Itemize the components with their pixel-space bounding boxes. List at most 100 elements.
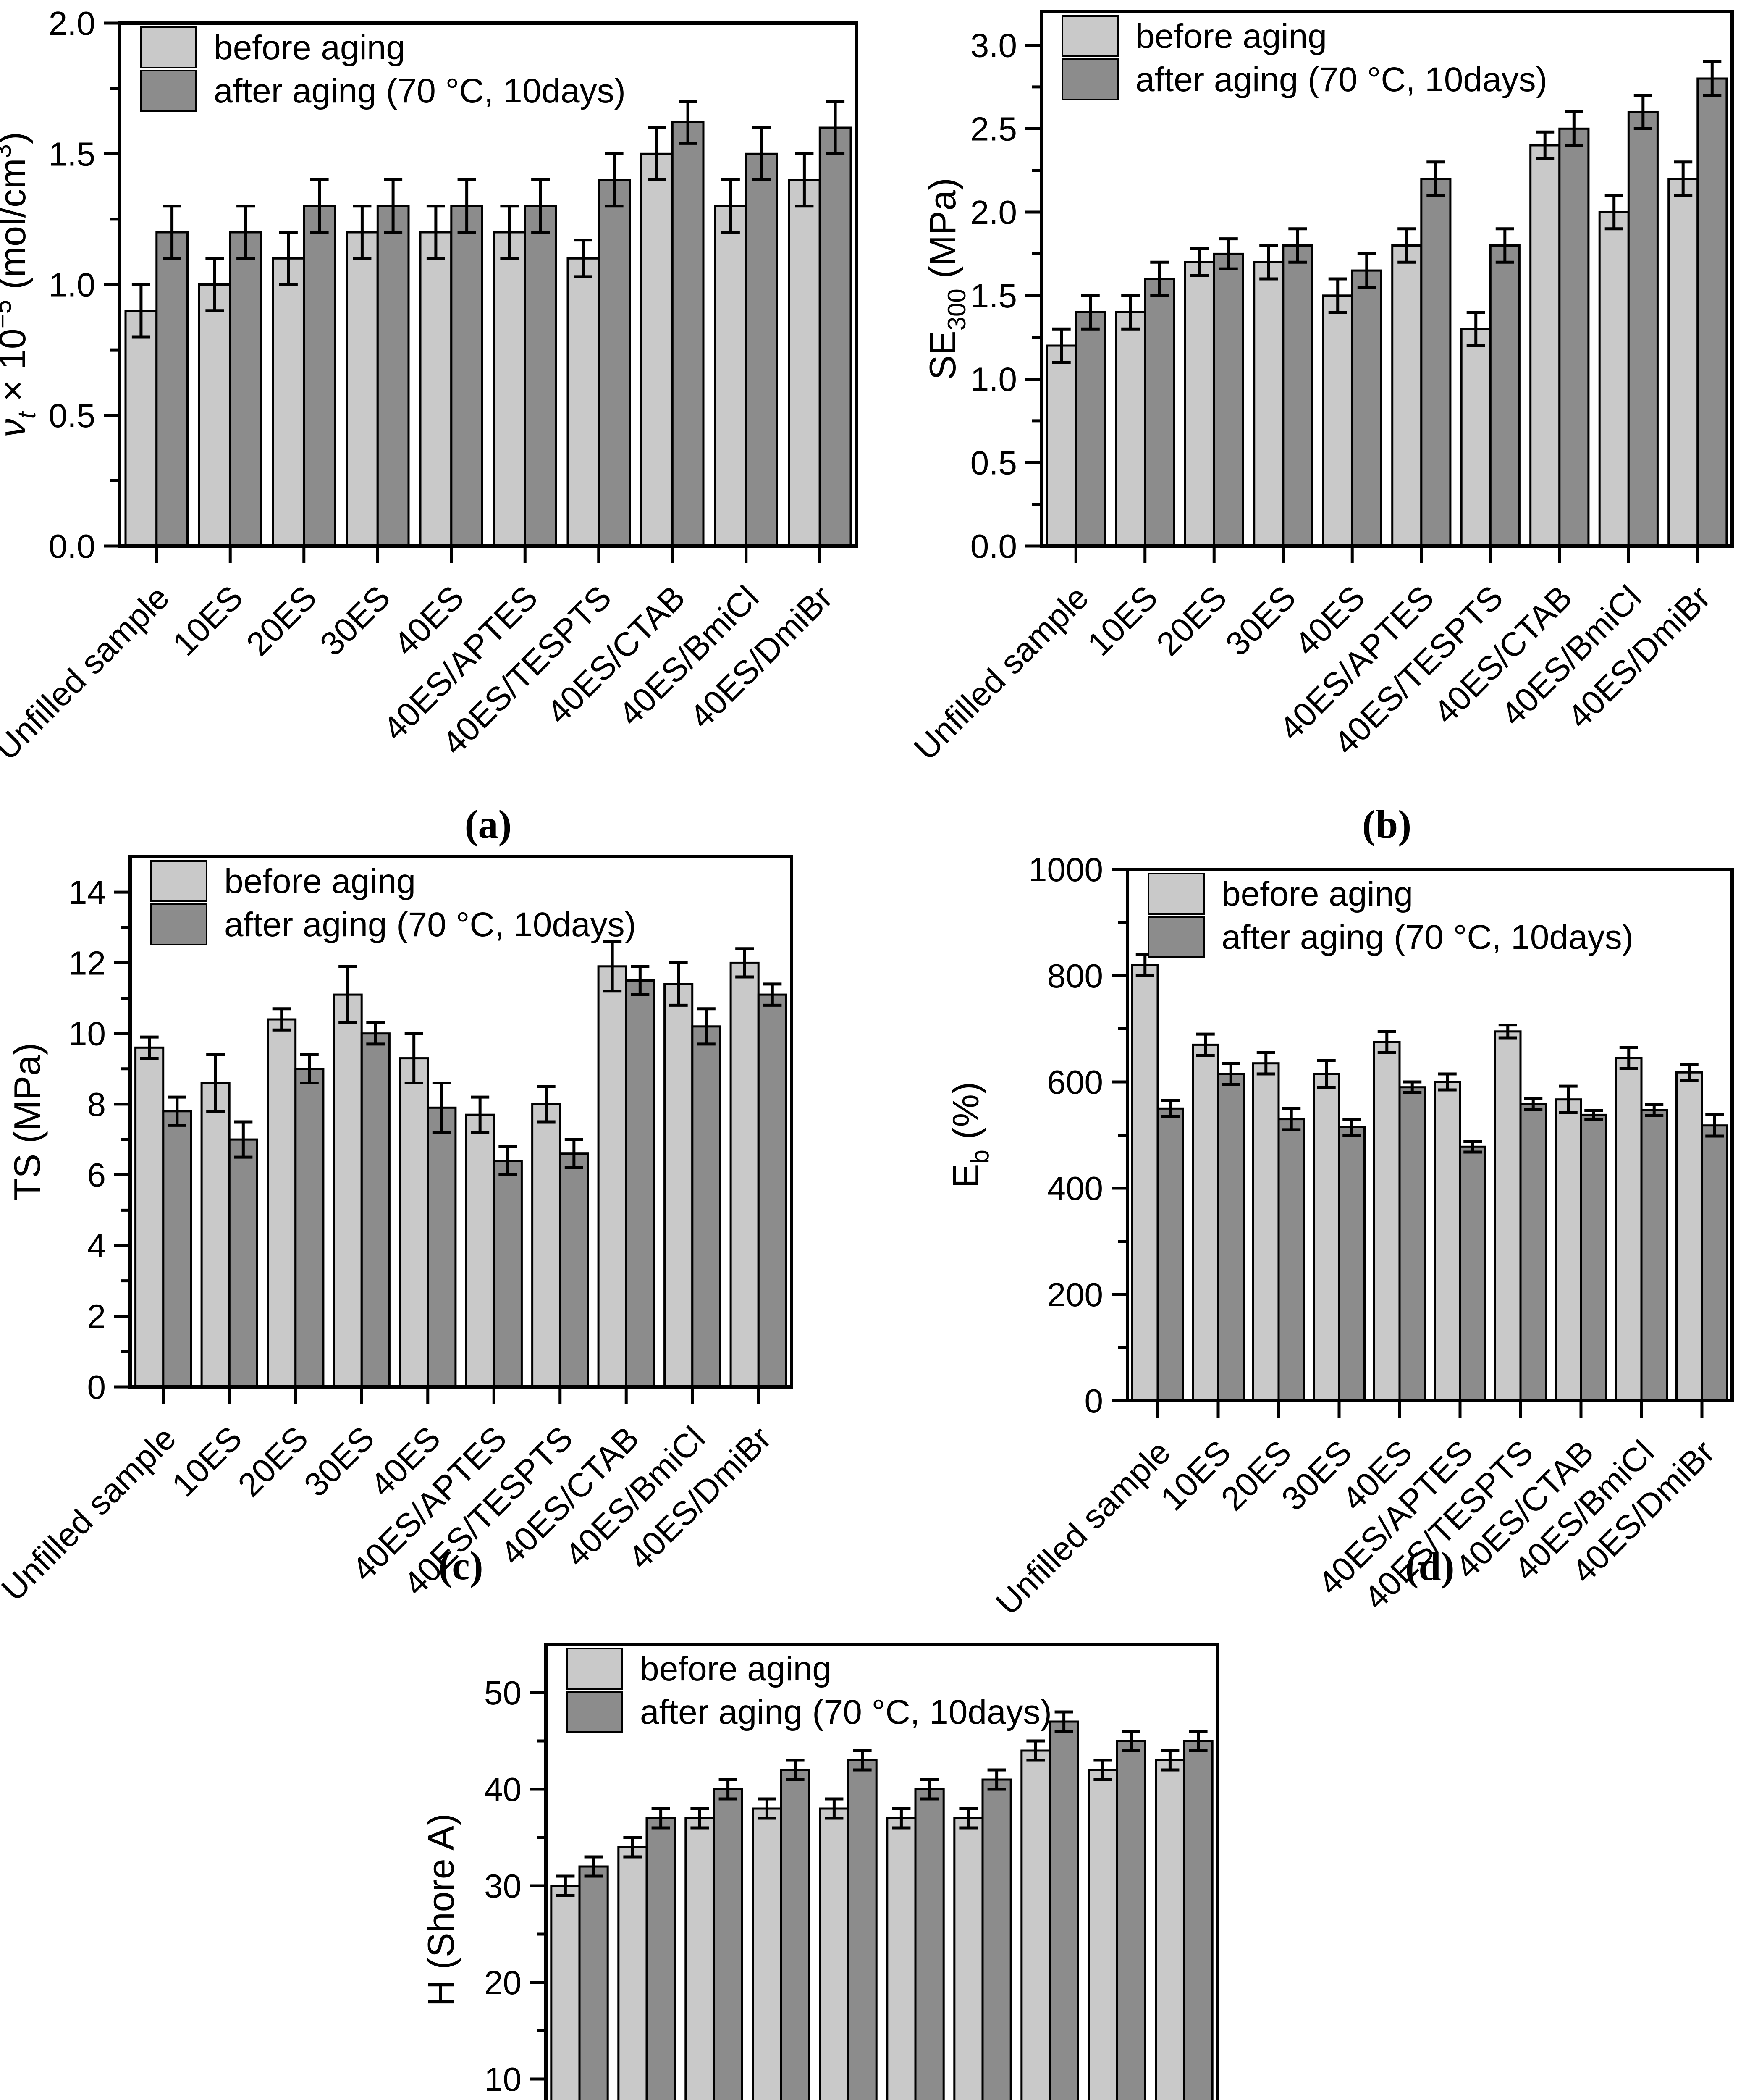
bar-after-30ES — [360, 1032, 391, 1388]
y-tick-label: 6 — [87, 1156, 106, 1194]
y-tick-label: 800 — [1047, 957, 1103, 995]
plot-area-c — [128, 855, 793, 1389]
legend-a: before aging after aging (70 °C, 10days) — [140, 26, 626, 112]
legend-b: before aging after aging (70 °C, 10days) — [1062, 15, 1547, 100]
y-tick-label: 1.5 — [49, 135, 95, 173]
error-bar-after-40ES/TESPTS — [564, 1138, 583, 1169]
y-tick-label: 4 — [87, 1227, 106, 1264]
chart-d: 0 200 400 600 800 1000 Unfilled sample10ES20ES… — [945, 851, 1734, 1622]
error-bar-before-40ES/APTES — [500, 205, 519, 260]
error-bar-before-20ES — [279, 231, 298, 286]
legend-swatch-after — [1148, 916, 1205, 958]
y-tick-label: 10 — [68, 1015, 106, 1053]
bar-before-10ES — [1115, 311, 1146, 547]
bar-before-30ES — [1313, 1073, 1340, 1402]
bar-before-40ES — [1373, 1041, 1401, 1402]
error-bar-after-40ES/APTES — [531, 178, 550, 234]
error-bar-after-Unfilled sample — [163, 205, 181, 260]
y-tick-label: 0.0 — [49, 528, 95, 565]
error-bar-after-40ES/CTAB — [631, 965, 650, 996]
bar-before-30ES — [1253, 261, 1285, 547]
bar-after-20ES — [713, 1788, 743, 2100]
error-bar-after-40ES/CTAB — [1584, 1109, 1603, 1121]
legend-label-after: after aging (70 °C, 10days) — [214, 72, 626, 110]
legend-swatch-before — [1062, 15, 1119, 57]
error-bar-after-40ES/DmiBr — [763, 982, 782, 1007]
legend-label-before: before aging — [214, 29, 405, 67]
legend-label-before: before aging — [1135, 17, 1327, 55]
bar-after-30ES — [1282, 244, 1313, 547]
bar-after-40ES/TESPTS — [559, 1152, 589, 1388]
plot-area-e — [544, 1643, 1219, 2100]
bar-after-Unfilled sample — [162, 1110, 192, 1388]
legend-e: before aging after aging (70 °C, 10days) — [566, 1648, 1052, 1733]
error-bar-before-Unfilled sample — [556, 1874, 575, 1897]
legend-swatch-after — [566, 1691, 623, 1733]
error-bar-before-40ES/CTAB — [1536, 130, 1555, 160]
error-bar-after-40ES/APTES — [498, 1145, 517, 1176]
error-bar-after-20ES — [300, 1053, 319, 1084]
bar-before-40ES/DmiBr — [729, 961, 760, 1388]
y-tick-label: 0.5 — [970, 444, 1017, 481]
y-axis-title-a: νt × 10−5 (mol/cm3) — [0, 132, 41, 437]
error-bar-before-20ES — [690, 1807, 709, 1830]
bar-after-40ES/BmiCl — [1627, 111, 1659, 547]
error-bar-after-40ES/DmiBr — [1703, 60, 1722, 97]
bar-before-10ES — [200, 1082, 231, 1388]
error-bar-after-40ES — [853, 1749, 872, 1772]
y-tick-label: 0 — [1085, 1382, 1104, 1420]
bar-before-40ES — [399, 1057, 429, 1388]
bar-before-40ES/APTES — [1391, 244, 1423, 547]
bar-before-40ES/DmiBr — [1675, 1071, 1703, 1402]
bar-before-10ES — [617, 1846, 648, 2100]
error-bar-after-40ES — [432, 1081, 451, 1134]
legend-swatch-after — [1062, 58, 1119, 100]
y-tick-label: 2.0 — [49, 5, 95, 42]
error-bar-before-40ES/BmiCl — [669, 961, 688, 1007]
bar-after-Unfilled sample — [155, 231, 189, 547]
x-tick-label-Unfilled sample: Unfilled sample — [988, 1433, 1177, 1622]
bar-after-20ES — [1213, 252, 1244, 547]
bar-after-40ES/CTAB — [625, 979, 655, 1388]
bar-after-40ES/APTES — [1459, 1145, 1486, 1402]
bar-before-40ES/CTAB — [1529, 144, 1561, 547]
bar-after-40ES/DmiBr — [757, 993, 787, 1388]
y-tick-label: 0 — [87, 1368, 106, 1406]
x-tick-label-20ES: 20ES — [1149, 578, 1234, 663]
error-bar-after-10ES — [1150, 260, 1169, 297]
error-bar-before-40ES/BmiCl — [721, 178, 740, 234]
y-axis-title-c: TS (MPa) — [6, 1043, 48, 1201]
error-bar-after-30ES — [384, 178, 403, 234]
bar-after-40ES/BmiCl — [745, 152, 779, 547]
error-bar-after-20ES — [718, 1778, 737, 1801]
bar-after-40ES/BmiCl — [691, 1025, 721, 1388]
bar-after-40ES/DmiBr — [1696, 77, 1728, 547]
y-tick-label: 2.0 — [970, 194, 1017, 231]
error-bar-before-20ES — [272, 1007, 291, 1032]
y-tick-label: 14 — [68, 874, 106, 911]
error-bar-before-40ES — [404, 1032, 423, 1084]
bar-after-40ES/BmiCl — [1116, 1740, 1146, 2100]
error-bar-before-40ES/CTAB — [1026, 1739, 1045, 1762]
error-bar-after-40ES/BmiCl — [1645, 1103, 1664, 1117]
bar-before-Unfilled sample — [1046, 344, 1077, 547]
y-axis-title-e: H (Shore A) — [420, 1814, 461, 2007]
bar-after-40ES/APTES — [914, 1788, 945, 2100]
bar-before-20ES — [272, 257, 305, 547]
bar-before-30ES — [333, 993, 363, 1388]
bar-after-40ES/TESPTS — [1489, 244, 1521, 547]
error-bar-before-40ES/DmiBr — [1674, 160, 1693, 197]
error-bar-before-40ES/TESPTS — [574, 239, 592, 278]
error-bar-before-40ES/TESPTS — [537, 1085, 556, 1124]
chart-b: 0.0 0.5 1.0 1.5 2.0 2.5 3.0 Unfilled sample10ES… — [907, 10, 1734, 847]
bar-after-Unfilled sample — [1075, 311, 1106, 547]
bar-after-40ES/CTAB — [1049, 1720, 1079, 2100]
error-bar-before-10ES — [1196, 1032, 1215, 1057]
error-bar-before-40ES/TESPTS — [1498, 1024, 1517, 1040]
bar-before-40ES/BmiCl — [1615, 1057, 1643, 1402]
bar-before-40ES/DmiBr — [788, 179, 821, 547]
legend-swatch-after — [150, 903, 207, 945]
legend-label-before: before aging — [224, 862, 416, 900]
error-bar-before-40ES/APTES — [1397, 227, 1416, 264]
